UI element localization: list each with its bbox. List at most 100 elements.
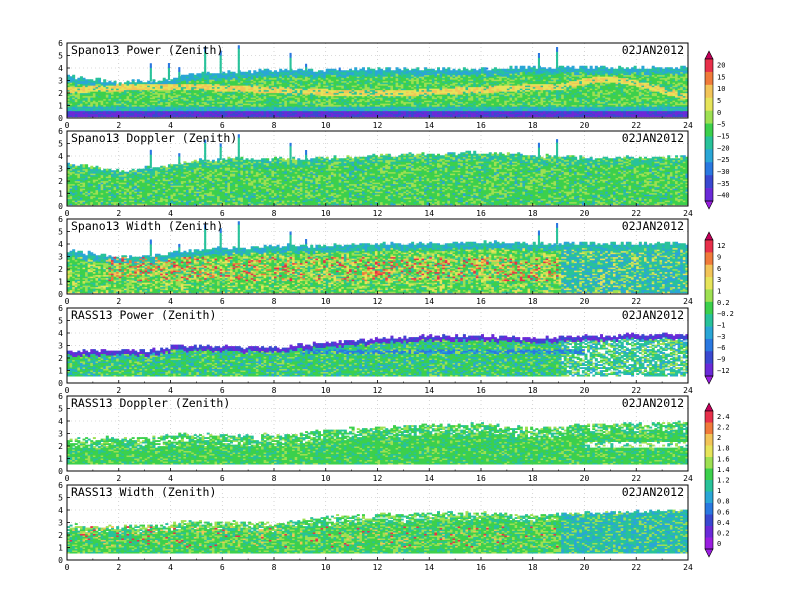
data-cell <box>150 82 153 84</box>
data-cell <box>235 73 238 75</box>
data-cell <box>432 69 435 71</box>
data-cell <box>191 73 194 75</box>
data-cell <box>359 69 362 71</box>
data-cell <box>196 73 199 75</box>
data-cell <box>297 69 300 71</box>
data-cell <box>98 78 101 80</box>
data-cell <box>398 69 401 71</box>
data-cell <box>274 70 277 72</box>
data-cell <box>251 73 254 75</box>
data-cell <box>209 73 212 75</box>
data-cell <box>158 81 161 83</box>
data-cell <box>486 70 489 72</box>
data-cell <box>95 78 98 80</box>
data-cell <box>134 82 137 84</box>
data-cell <box>458 69 461 71</box>
data-cell <box>256 72 259 74</box>
data-cell <box>313 72 316 74</box>
data-cell <box>318 70 321 72</box>
data-cell <box>310 69 313 71</box>
data-cell <box>328 69 331 71</box>
data-cell <box>80 76 83 78</box>
data-cell <box>127 81 130 83</box>
data-cell <box>499 69 502 71</box>
data-cell <box>484 67 487 69</box>
data-cell <box>393 70 396 72</box>
data-cell <box>427 69 430 71</box>
data-cell <box>478 69 481 71</box>
data-cell <box>114 81 117 83</box>
data-cell <box>497 69 500 71</box>
data-cell <box>176 78 179 80</box>
data-cell <box>429 69 432 71</box>
data-cell <box>284 69 287 71</box>
data-cell <box>160 81 163 83</box>
data-cell <box>183 75 186 77</box>
data-cell <box>357 70 360 72</box>
data-cell <box>129 82 132 84</box>
data-cell <box>261 70 264 72</box>
data-cell <box>442 67 445 69</box>
data-cell <box>465 69 468 71</box>
data-cell <box>463 67 466 69</box>
data-cell <box>489 70 492 72</box>
data-cell <box>103 79 106 81</box>
data-cell <box>90 79 93 81</box>
data-cell <box>354 67 357 69</box>
data-cell <box>266 69 269 71</box>
data-cell <box>300 69 303 71</box>
data-cell <box>352 70 355 72</box>
data-cell <box>147 81 150 83</box>
data-cell <box>246 72 249 74</box>
data-cell <box>202 72 205 74</box>
data-cell <box>101 82 104 84</box>
data-cell <box>440 70 443 72</box>
data-cell <box>292 70 295 72</box>
data-cell <box>282 70 285 72</box>
data-cell <box>88 79 91 81</box>
data-cell <box>378 67 381 69</box>
data-cell <box>132 79 135 81</box>
data-cell <box>434 70 437 72</box>
data-cell <box>476 70 479 72</box>
data-cell <box>502 69 505 71</box>
data-cell <box>380 69 383 71</box>
data-cell <box>145 82 148 84</box>
data-cell <box>349 69 352 71</box>
data-cell <box>424 67 427 69</box>
data-cell <box>217 73 220 75</box>
data-cell <box>163 78 166 80</box>
data-cell <box>419 70 422 72</box>
data-cell <box>189 73 192 75</box>
data-cell <box>416 67 419 69</box>
data-cell <box>365 70 368 72</box>
data-cell <box>455 70 458 72</box>
data-cell <box>152 79 155 81</box>
data-cell <box>390 70 393 72</box>
data-cell <box>370 69 373 71</box>
data-cell <box>108 81 111 83</box>
data-cell <box>222 72 225 74</box>
data-cell <box>121 84 124 86</box>
data-cell <box>447 67 450 69</box>
data-cell <box>362 67 365 69</box>
data-cell <box>315 72 318 74</box>
radar-profiler-figure: 0 2 4 6 8 10 12 14 16 18 20 22 240123456 Spano13 Powe… <box>0 0 792 612</box>
data-cell <box>139 81 142 83</box>
data-cell <box>243 72 246 74</box>
data-cell <box>240 72 243 74</box>
data-cell <box>212 73 215 75</box>
data-cell <box>406 69 409 71</box>
data-cell <box>401 70 404 72</box>
data-cell <box>220 73 223 75</box>
data-cell <box>331 69 334 71</box>
data-cell <box>388 67 391 69</box>
data-cell <box>85 79 88 81</box>
data-cell <box>194 75 197 77</box>
data-cell <box>445 69 448 71</box>
data-cell <box>460 70 463 72</box>
data-cell <box>326 69 329 71</box>
data-cell <box>225 73 228 75</box>
data-cell <box>168 81 171 83</box>
data-cell <box>124 82 127 84</box>
